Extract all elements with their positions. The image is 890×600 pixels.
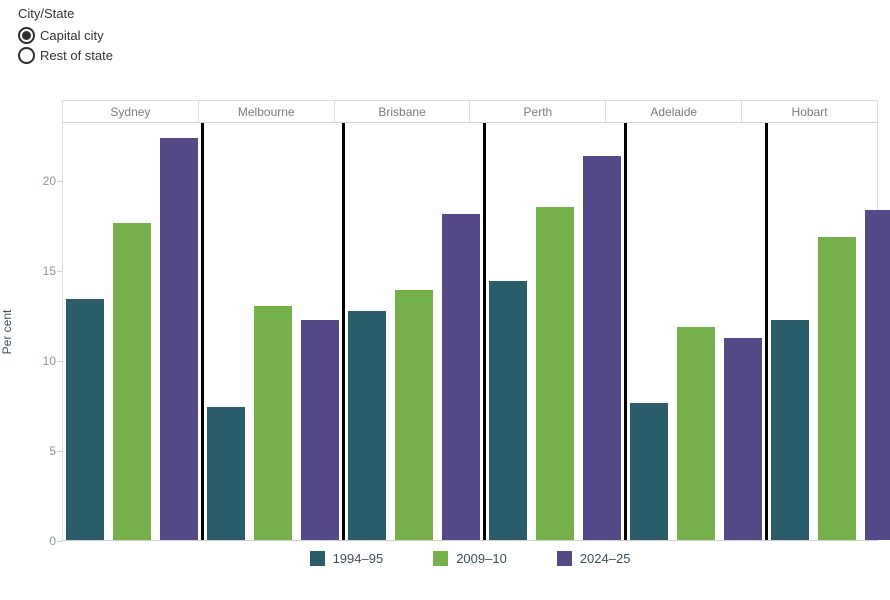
panel-melbourne — [201, 123, 342, 540]
y-axis-title: Per cent — [0, 309, 14, 355]
legend-label: 1994–95 — [332, 550, 384, 566]
bar-adelaide-2009–10[interactable] — [677, 327, 715, 540]
bar-sydney-2009–10[interactable] — [113, 222, 151, 540]
city-state-filter: City/State Capital city Rest of state — [18, 6, 113, 67]
bar-perth-2009–10[interactable] — [536, 206, 574, 540]
radio-unselected-icon[interactable] — [18, 47, 35, 64]
column-header-brisbane: Brisbane — [333, 101, 470, 122]
bar-hobart-2024–25[interactable] — [865, 210, 890, 540]
column-header-melbourne: Melbourne — [197, 101, 334, 122]
panel-hobart — [765, 123, 890, 540]
bar-melbourne-2009–10[interactable] — [254, 305, 292, 540]
bar-melbourne-1994–95[interactable] — [207, 406, 245, 540]
y-tick-mark — [57, 541, 62, 542]
y-tick-mark — [57, 180, 62, 182]
bar-brisbane-2009–10[interactable] — [395, 289, 433, 540]
y-tick-label-20: 20 — [42, 173, 56, 188]
y-tick-label-5: 5 — [49, 443, 56, 458]
plot-area — [62, 123, 890, 541]
bar-brisbane-1994–95[interactable] — [348, 311, 386, 540]
bar-melbourne-2024–25[interactable] — [301, 320, 339, 540]
column-headers: Sydney Melbourne Brisbane Perth Adelaide Hoba… — [62, 100, 878, 123]
y-tick-label-10: 10 — [42, 353, 56, 368]
column-header-sydney: Sydney — [110, 104, 151, 119]
bar-hobart-2009–10[interactable] — [818, 237, 856, 540]
bar-perth-1994–95[interactable] — [489, 280, 527, 540]
radio-option-capital-city[interactable]: Capital city — [18, 27, 113, 44]
legend-label: 2024–25 — [579, 550, 631, 566]
radio-label-capital-city: Capital city — [40, 28, 104, 43]
bar-sydney-2024–25[interactable] — [160, 138, 198, 540]
panel-brisbane — [342, 123, 483, 540]
legend-swatch-icon — [433, 550, 449, 566]
legend-item-2009–10[interactable]: 2009–10 — [433, 550, 507, 566]
column-header-adelaide: Adelaide — [605, 101, 741, 122]
y-tick-mark — [57, 270, 62, 272]
legend-item-1994–95[interactable]: 1994–95 — [309, 550, 384, 566]
legend-item-2024–25[interactable]: 2024–25 — [556, 550, 631, 566]
filter-title: City/State — [18, 6, 75, 21]
panel-sydney — [63, 123, 201, 540]
legend: 1994–95 2009–10 2024–25 — [62, 548, 878, 568]
y-tick-mark — [57, 360, 62, 362]
bar-perth-2024–25[interactable] — [583, 156, 621, 540]
y-tick-label-15: 15 — [42, 263, 56, 278]
bar-hobart-1994–95[interactable] — [771, 320, 809, 540]
radio-selected-icon[interactable] — [18, 27, 35, 44]
bar-adelaide-2024–25[interactable] — [724, 338, 762, 540]
legend-swatch-icon — [556, 550, 572, 566]
bar-brisbane-2024–25[interactable] — [442, 213, 480, 540]
legend-swatch-icon — [309, 550, 325, 566]
y-tick-mark — [57, 450, 62, 452]
bar-sydney-1994–95[interactable] — [66, 298, 104, 540]
radio-label-rest-of-state: Rest of state — [40, 48, 113, 63]
legend-label: 2009–10 — [456, 550, 507, 566]
radio-option-rest-of-state[interactable]: Rest of state — [18, 47, 113, 64]
bar-adelaide-1994–95[interactable] — [630, 403, 668, 540]
panel-perth — [483, 123, 624, 540]
column-header-hobart: Hobart — [741, 101, 877, 122]
panel-adelaide — [624, 123, 765, 540]
column-header-perth: Perth — [469, 101, 605, 122]
y-tick-label-0: 0 — [49, 534, 56, 548]
